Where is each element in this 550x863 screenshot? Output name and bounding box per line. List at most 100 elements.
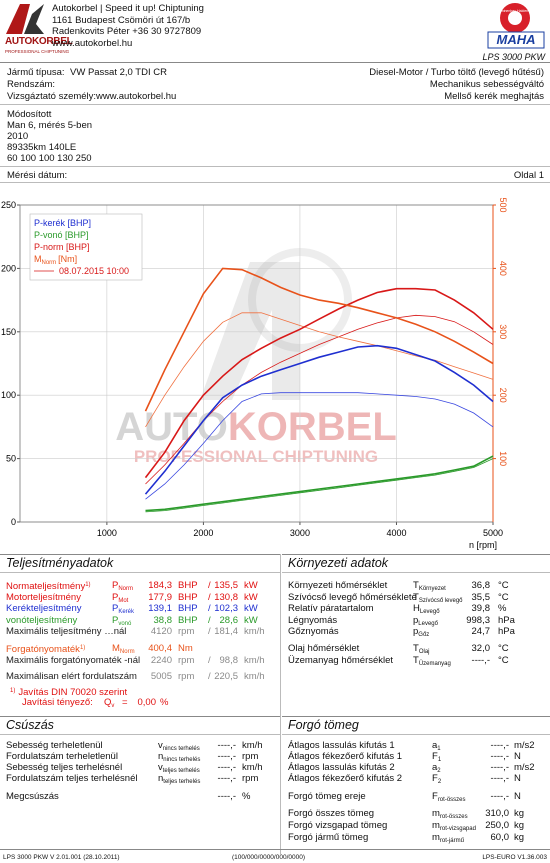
label-text: Maximális forgatónyomaték -nál — [6, 655, 141, 666]
row-value: ----,- — [490, 791, 509, 802]
row-label: Átlagos lassulás kifutás 2 — [288, 762, 395, 773]
symbol-letter: P — [112, 580, 119, 591]
model: LPS 3000 PKW — [482, 52, 545, 62]
company-line: Radenkovits Péter +36 30 9727809 — [52, 26, 202, 37]
maha-ring-text: Maschinenbau Haldenwang — [493, 9, 537, 13]
symbol-sub: Norm — [118, 586, 134, 592]
row-value: ----,- — [217, 791, 236, 802]
row-unit: km/h — [242, 762, 263, 773]
watermark-part: KORBEL — [228, 405, 397, 449]
row-value: 24,7 — [471, 626, 491, 637]
symbol-sub: rot-jármű — [439, 838, 464, 844]
row-value: ----,- — [471, 655, 490, 666]
row-unit2: km/h — [244, 626, 265, 637]
x-tick-label: 2000 — [193, 528, 213, 538]
row-label: Forgó vizsgapad tömeg — [288, 820, 387, 831]
y2-tick-label: 400 — [498, 261, 508, 276]
footnote-text: Javítás DIN 70020 szerint — [18, 687, 128, 698]
note-line: 2010 — [7, 131, 29, 142]
y2-tick-label: 200 — [498, 388, 508, 403]
row-unit: rpm — [178, 655, 195, 666]
symbol-letter: F — [432, 791, 438, 802]
symbol-sub: Olaj — [418, 649, 430, 655]
row-value2: 98,8 — [219, 655, 239, 666]
logo-icon — [6, 4, 44, 34]
symbol: a1 — [432, 740, 441, 755]
row-unit: kg — [514, 820, 525, 831]
row-value: 38,8 — [153, 614, 173, 626]
factor-value: 0,00 — [137, 697, 157, 708]
row-label: Gőznyomás — [288, 626, 339, 637]
symbol-letter: T — [413, 643, 419, 654]
row-sep: / — [208, 614, 211, 626]
vehicle-field: VW Passat 2,0 TDI CR — [70, 67, 167, 78]
symbol: mrot-összes — [432, 808, 468, 823]
label-text: Forgó vizsgapad tömeg — [288, 820, 388, 831]
row-unit2: kW — [244, 591, 258, 603]
row-label: Forgó jármű tömeg — [288, 832, 368, 843]
row-label: Normateljesítmény1) — [6, 580, 91, 592]
footer-left: LPS 3000 PKW V 2.01.001 (28.10.2011) — [3, 854, 120, 861]
row-value2: 102,3 — [214, 603, 238, 614]
symbol-sub: Levegő — [419, 609, 440, 615]
note-line: Man 6, mérés 5-ben — [7, 120, 93, 131]
row-value: 400,4 — [148, 643, 172, 654]
section-title: Teljesítményadatok — [6, 556, 114, 570]
row-unit: Nm — [178, 643, 193, 654]
row-label: Sebesség terheletlenül — [6, 740, 103, 751]
legend-entry: P-vonó [BHP] — [34, 230, 89, 240]
rule — [0, 554, 280, 555]
label-text: Környezeti hőmérséklet — [288, 580, 388, 591]
row-unit: °C — [498, 580, 509, 591]
rule — [282, 554, 550, 555]
y2-tick-label: 300 — [498, 324, 508, 339]
label-text: Megcsúszás — [6, 791, 59, 802]
row-label: Forgatónyomaték1) — [6, 643, 85, 655]
row-value: 36,8 — [471, 580, 491, 591]
note-line: 60 100 100 130 250 — [7, 153, 92, 164]
symbol-letter: a — [432, 740, 438, 751]
label-text: Fordulatszám teljes terhelésnél — [6, 773, 138, 784]
row-unit: m/s2 — [514, 762, 535, 773]
label-text: Olaj hőmérséklet — [288, 643, 360, 654]
row-unit: hPa — [498, 614, 515, 626]
row-label: Környezeti hőmérséklet — [288, 580, 387, 591]
logo-subtext: PROFESSIONAL CHIPTUNING — [5, 49, 70, 54]
rule — [0, 716, 280, 717]
symbol-sub: Környezet — [418, 586, 446, 592]
series-line — [145, 455, 494, 512]
symbol-letter: T — [413, 580, 419, 591]
symbol: PMot — [112, 592, 128, 607]
row-value: 2240 — [150, 655, 172, 666]
legend-name: M — [34, 254, 42, 264]
row-unit: kg — [514, 832, 525, 843]
vehicle-field: Vizsgáztató személy:www.autokorbel.hu — [7, 91, 177, 102]
symbol: nteljes terhelés — [158, 773, 200, 788]
symbol-sub: Mot — [118, 597, 129, 604]
row-unit: km/h — [242, 740, 263, 751]
row-unit: rpm — [242, 751, 259, 762]
row-unit2: km/h — [244, 655, 265, 666]
symbol: Qv — [104, 697, 114, 712]
rule — [0, 734, 280, 735]
row-label: Motorteljesítmény — [6, 592, 81, 603]
label-text: Légnyomás — [288, 614, 338, 626]
row-unit: °C — [498, 643, 509, 654]
symbol-sub: teljes terhelés — [162, 768, 200, 774]
symbol-letter: n — [158, 751, 164, 762]
rule — [282, 734, 550, 735]
row-label: Megcsúszás — [6, 791, 59, 802]
note-line: Módosított — [7, 109, 52, 120]
label-text: Szívócső levegő hőmérséklete — [288, 591, 417, 603]
row-value: ----,- — [490, 773, 509, 784]
vehicle-field: Rendszám: — [7, 79, 56, 90]
symbol: Frot-összes — [432, 791, 466, 806]
symbol-sub: Norm — [119, 649, 135, 655]
row-label: Forgó tömeg ereje — [288, 791, 366, 802]
footnote: 1) Javítás DIN 70020 szerint — [10, 686, 127, 698]
label-text: Forgó összes tömeg — [288, 808, 375, 819]
symbol: TSzívócső levegő — [413, 592, 463, 607]
legend-entry: 08.07.2015 10:00 — [59, 266, 129, 276]
row-value: 250,0 — [485, 820, 509, 831]
row-unit2: km/h — [244, 671, 265, 682]
